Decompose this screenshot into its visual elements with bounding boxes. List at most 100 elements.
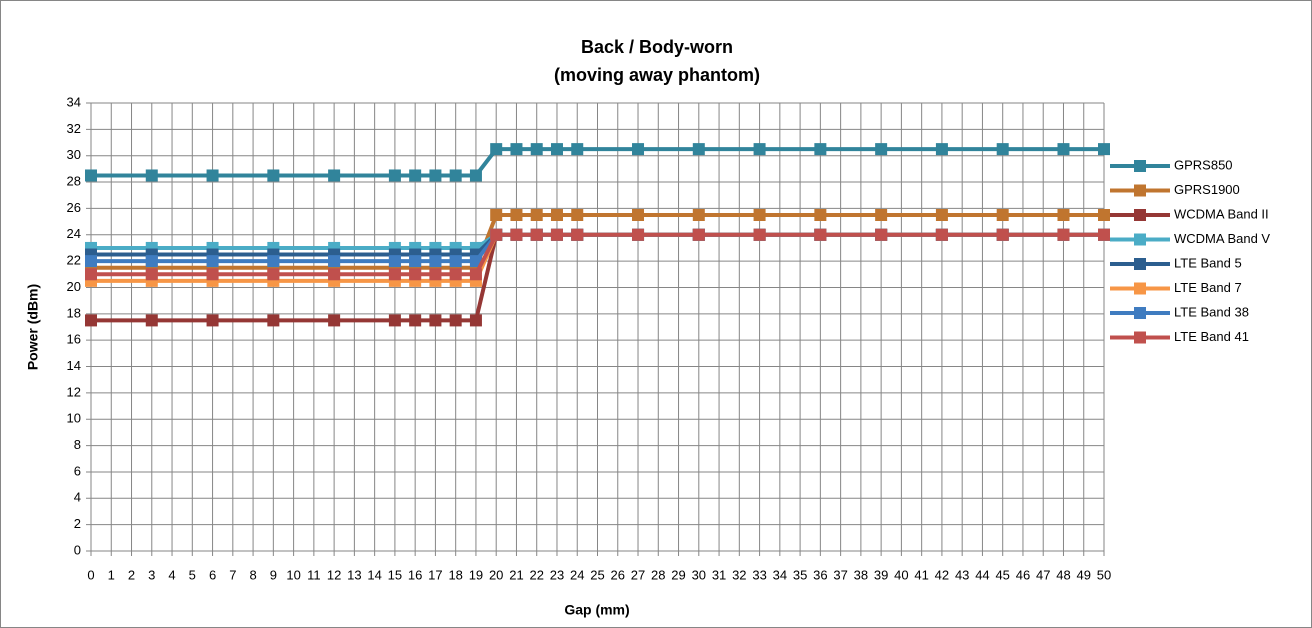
marker bbox=[1098, 143, 1110, 156]
marker bbox=[469, 268, 482, 281]
marker bbox=[409, 255, 422, 268]
marker bbox=[328, 255, 341, 268]
x-tick-label: 22 bbox=[529, 567, 543, 582]
marker bbox=[692, 228, 705, 241]
marker bbox=[753, 228, 766, 241]
legend-marker bbox=[1134, 307, 1146, 319]
x-tick-label: 7 bbox=[229, 567, 236, 582]
marker bbox=[632, 209, 645, 221]
marker bbox=[85, 169, 97, 182]
marker bbox=[753, 143, 766, 156]
x-tick-label: 36 bbox=[813, 567, 827, 582]
x-tick-label: 18 bbox=[448, 567, 462, 582]
marker bbox=[1057, 143, 1070, 156]
marker bbox=[145, 169, 158, 182]
x-tick-label: 27 bbox=[631, 567, 645, 582]
x-tick-label: 37 bbox=[833, 567, 847, 582]
legend-label: LTE Band 38 bbox=[1174, 304, 1249, 319]
marker bbox=[996, 143, 1009, 156]
y-tick-label: 18 bbox=[67, 305, 81, 320]
marker bbox=[388, 268, 401, 281]
marker bbox=[145, 314, 158, 327]
marker bbox=[632, 143, 645, 156]
x-tick-label: 34 bbox=[773, 567, 787, 582]
legend-marker bbox=[1134, 160, 1146, 172]
x-tick-label: 46 bbox=[1016, 567, 1030, 582]
y-tick-label: 4 bbox=[74, 490, 81, 505]
legend-marker bbox=[1134, 331, 1146, 344]
marker bbox=[145, 255, 158, 268]
marker bbox=[875, 209, 888, 221]
marker bbox=[530, 209, 543, 221]
legend-marker bbox=[1134, 282, 1146, 295]
legend-label: WCDMA Band V bbox=[1174, 231, 1270, 246]
y-tick-label: 20 bbox=[67, 279, 81, 294]
marker bbox=[550, 209, 563, 221]
x-tick-label: 50 bbox=[1097, 567, 1111, 582]
x-tick-label: 4 bbox=[168, 567, 175, 582]
x-tick-label: 33 bbox=[752, 567, 766, 582]
legend-label: LTE Band 7 bbox=[1174, 280, 1242, 295]
x-tick-label: 11 bbox=[307, 567, 321, 582]
y-tick-label: 10 bbox=[67, 411, 81, 426]
marker bbox=[469, 314, 482, 327]
x-tick-label: 1 bbox=[108, 567, 115, 582]
marker bbox=[632, 228, 645, 241]
marker bbox=[449, 314, 462, 327]
marker bbox=[935, 228, 948, 241]
series-line bbox=[91, 213, 1104, 270]
x-tick-label: 26 bbox=[611, 567, 625, 582]
marker bbox=[85, 314, 97, 327]
x-tick-label: 45 bbox=[995, 567, 1009, 582]
x-axis-label: Gap (mm) bbox=[564, 602, 629, 618]
x-tick-label: 3 bbox=[148, 567, 155, 582]
x-tick-label: 6 bbox=[209, 567, 216, 582]
x-tick-label: 31 bbox=[712, 567, 726, 582]
marker bbox=[530, 228, 543, 241]
marker bbox=[469, 169, 482, 182]
marker bbox=[206, 314, 219, 327]
marker bbox=[692, 143, 705, 156]
marker bbox=[267, 169, 280, 182]
marker bbox=[935, 143, 948, 156]
x-tick-label: 23 bbox=[550, 567, 564, 582]
x-tick-label: 28 bbox=[651, 567, 665, 582]
legend-marker bbox=[1134, 233, 1146, 246]
marker bbox=[814, 143, 827, 156]
y-axis-label: Power (dBm) bbox=[25, 284, 41, 370]
x-tick-label: 14 bbox=[367, 567, 381, 582]
x-tick-label: 25 bbox=[590, 567, 604, 582]
marker bbox=[449, 268, 462, 281]
marker bbox=[388, 314, 401, 327]
marker bbox=[429, 169, 442, 182]
legend-marker bbox=[1134, 209, 1146, 221]
x-tick-label: 5 bbox=[189, 567, 196, 582]
y-tick-label: 12 bbox=[67, 384, 81, 399]
y-tick-label: 34 bbox=[67, 94, 81, 109]
marker bbox=[328, 314, 341, 327]
marker bbox=[1057, 228, 1070, 241]
marker bbox=[530, 143, 543, 156]
y-tick-label: 6 bbox=[74, 463, 81, 478]
x-tick-label: 44 bbox=[975, 567, 989, 582]
x-tick-label: 13 bbox=[347, 567, 361, 582]
marker bbox=[550, 228, 563, 241]
x-tick-label: 29 bbox=[671, 567, 685, 582]
y-tick-label: 28 bbox=[67, 173, 81, 188]
marker bbox=[1098, 209, 1110, 221]
marker bbox=[510, 143, 523, 156]
marker bbox=[571, 228, 584, 241]
marker bbox=[935, 209, 948, 221]
marker bbox=[490, 143, 503, 156]
marker bbox=[206, 268, 219, 281]
y-tick-label: 8 bbox=[74, 437, 81, 452]
marker bbox=[753, 209, 766, 221]
legend-label: LTE Band 5 bbox=[1174, 255, 1242, 270]
chart-subtitle: (moving away phantom) bbox=[554, 65, 760, 85]
marker bbox=[409, 314, 422, 327]
marker bbox=[490, 228, 503, 241]
x-tick-label: 40 bbox=[894, 567, 908, 582]
y-tick-label: 14 bbox=[67, 358, 81, 373]
